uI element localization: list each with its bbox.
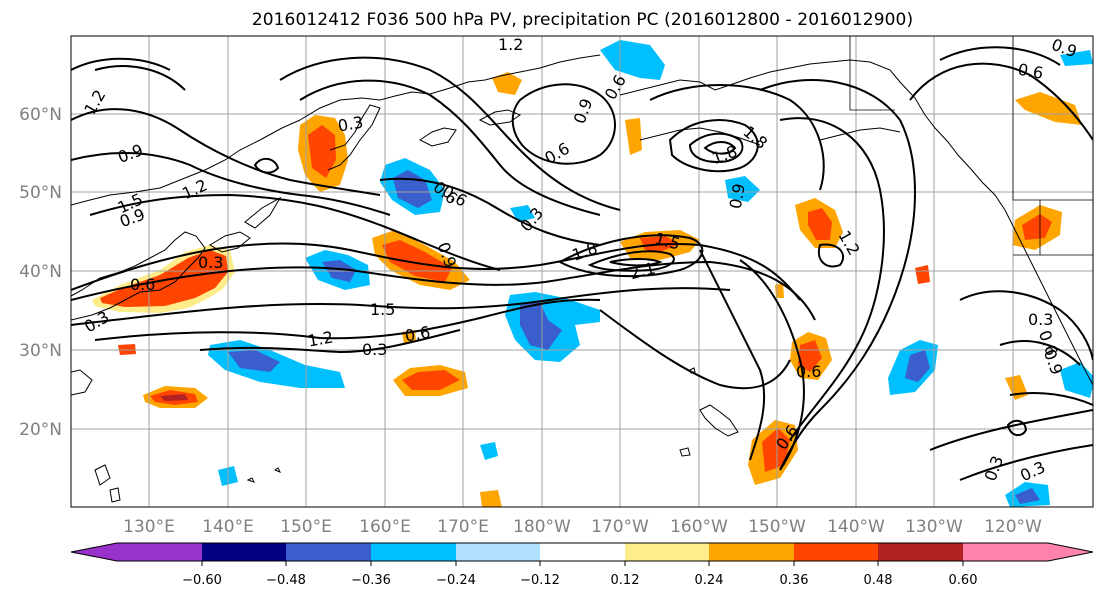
lat-label-20n: 20°N xyxy=(19,420,62,440)
precip-blob-chukotka xyxy=(625,118,642,155)
contour-label: 0.3 xyxy=(198,253,223,272)
colorbar-tick-label: −0.12 xyxy=(520,573,560,588)
map-title: 2016012412 F036 500 hPa PV, precipitatio… xyxy=(251,10,914,30)
precip-blob-120w-40n xyxy=(915,265,930,284)
lat-label-50n: 50°N xyxy=(19,183,62,203)
precip-blob-japan-core xyxy=(100,250,228,307)
precip-blob-145w-45n-core xyxy=(808,208,832,240)
lat-label-60n: 60°N xyxy=(19,105,62,125)
colorbar-ticks xyxy=(201,561,964,566)
colorbar-tick-label: 0.24 xyxy=(695,573,724,588)
contour-label: 1.2 xyxy=(306,327,334,350)
colorbar-tick-label: 0.12 xyxy=(611,573,640,588)
lon-label-130w: 130°W xyxy=(905,517,963,537)
colorbar-segment xyxy=(456,543,540,561)
colorbar-extend-low xyxy=(71,543,117,561)
colorbar-tick-label: 0.60 xyxy=(949,573,978,588)
colorbar-segment xyxy=(878,543,963,561)
lon-label-150w: 150°W xyxy=(748,517,806,537)
contour-label: 0.3 xyxy=(336,112,364,135)
colorbar-segment xyxy=(794,543,878,561)
lon-label-140e: 140°E xyxy=(202,517,254,537)
colorbar-tick-label: −0.48 xyxy=(266,573,306,588)
colorbar-segment xyxy=(625,543,709,561)
precipitation-anomaly-fills xyxy=(92,40,1093,507)
colorbar-tick-label: −0.24 xyxy=(436,573,476,588)
longitude-labels: 130°E 140°E 150°E 160°E 170°E 180°W 170°… xyxy=(123,517,1042,537)
precip-blob-nw-pacific-core xyxy=(308,125,336,178)
precip-blob-us-coast-blue xyxy=(1060,362,1093,398)
coastlines xyxy=(71,54,1093,503)
precip-blob-bering-west xyxy=(492,72,522,95)
colorbar-segment xyxy=(963,543,1048,561)
precip-blob-bering-2 xyxy=(1060,50,1093,66)
colorbar-segment xyxy=(709,543,794,561)
precip-blob-aleutian xyxy=(510,205,535,222)
precip-blob-145w-52n xyxy=(725,176,760,202)
colorbar-segment xyxy=(286,543,371,561)
lon-label-120w: 120°W xyxy=(984,517,1042,537)
contour-label: 1.2 xyxy=(498,35,523,54)
colorbar-tick-label: −0.60 xyxy=(182,573,222,588)
lon-label-180w: 180°W xyxy=(513,517,571,537)
precip-blob-180-35n-core xyxy=(520,302,562,350)
colorbar-outline xyxy=(70,542,1094,562)
contour-label: 0.6 xyxy=(130,275,155,294)
lon-label-170e: 170°E xyxy=(437,517,489,537)
lon-label-150e: 150°E xyxy=(280,517,332,537)
colorbar-segment xyxy=(371,543,456,561)
precip-blob-150w-30n-core xyxy=(798,340,822,372)
lon-label-160e: 160°E xyxy=(359,517,411,537)
precip-blob-160e-25n-core xyxy=(402,370,460,390)
contour-label: 0.6 xyxy=(403,322,431,345)
colorbar-segment xyxy=(202,543,286,561)
colorbar-segment xyxy=(540,543,625,561)
precip-blob-140e-23n-center xyxy=(160,394,188,401)
precip-blob-122w-43n-core xyxy=(1022,214,1052,240)
political-borders xyxy=(849,36,1093,256)
lon-label-160w: 160°W xyxy=(670,517,728,537)
contour-label: 0.9 xyxy=(726,182,749,210)
contour-label: 1.5 xyxy=(370,300,395,319)
contour-label: 0.6 xyxy=(1016,60,1044,83)
precip-blob-150w-18n-core xyxy=(762,428,790,472)
contour-label: 0.3 xyxy=(362,340,387,359)
lat-label-30n: 30°N xyxy=(19,341,62,361)
precip-blob-145e-30n-core xyxy=(228,350,280,372)
precip-blob-130w-30n-core xyxy=(905,350,930,382)
precip-blob-120w-15n-core xyxy=(1015,488,1040,504)
colorbar-tick-label: −0.36 xyxy=(351,573,391,588)
colorbar-tick-label: 0.36 xyxy=(780,573,809,588)
lon-label-130e: 130°E xyxy=(123,517,175,537)
colorbar: −0.60 −0.48 −0.36 −0.24 −0.12 0.12 0.24 … xyxy=(70,542,1094,588)
colorbar-extend-high xyxy=(1048,543,1093,561)
map-frame xyxy=(70,35,1094,508)
precip-blob-tropics-165e xyxy=(480,490,502,507)
precip-blob-150w-35n xyxy=(775,283,784,298)
latitude-labels: 60°N 50°N 40°N 30°N 20°N xyxy=(19,105,62,440)
precip-blob-alaska-se xyxy=(1015,92,1082,125)
lon-label-170w: 170°W xyxy=(591,517,649,537)
contour-label: 0.6 xyxy=(796,362,821,381)
lat-label-40n: 40°N xyxy=(19,262,62,282)
contour-label: 0.3 xyxy=(1028,310,1053,329)
lon-label-140w: 140°W xyxy=(827,517,885,537)
pv-contours xyxy=(71,46,1093,481)
colorbar-segment xyxy=(117,543,202,561)
colorbar-tick-label: 0.48 xyxy=(864,573,893,588)
precip-blob-tropics-175e xyxy=(480,442,498,460)
precip-blob-bering xyxy=(600,40,665,80)
